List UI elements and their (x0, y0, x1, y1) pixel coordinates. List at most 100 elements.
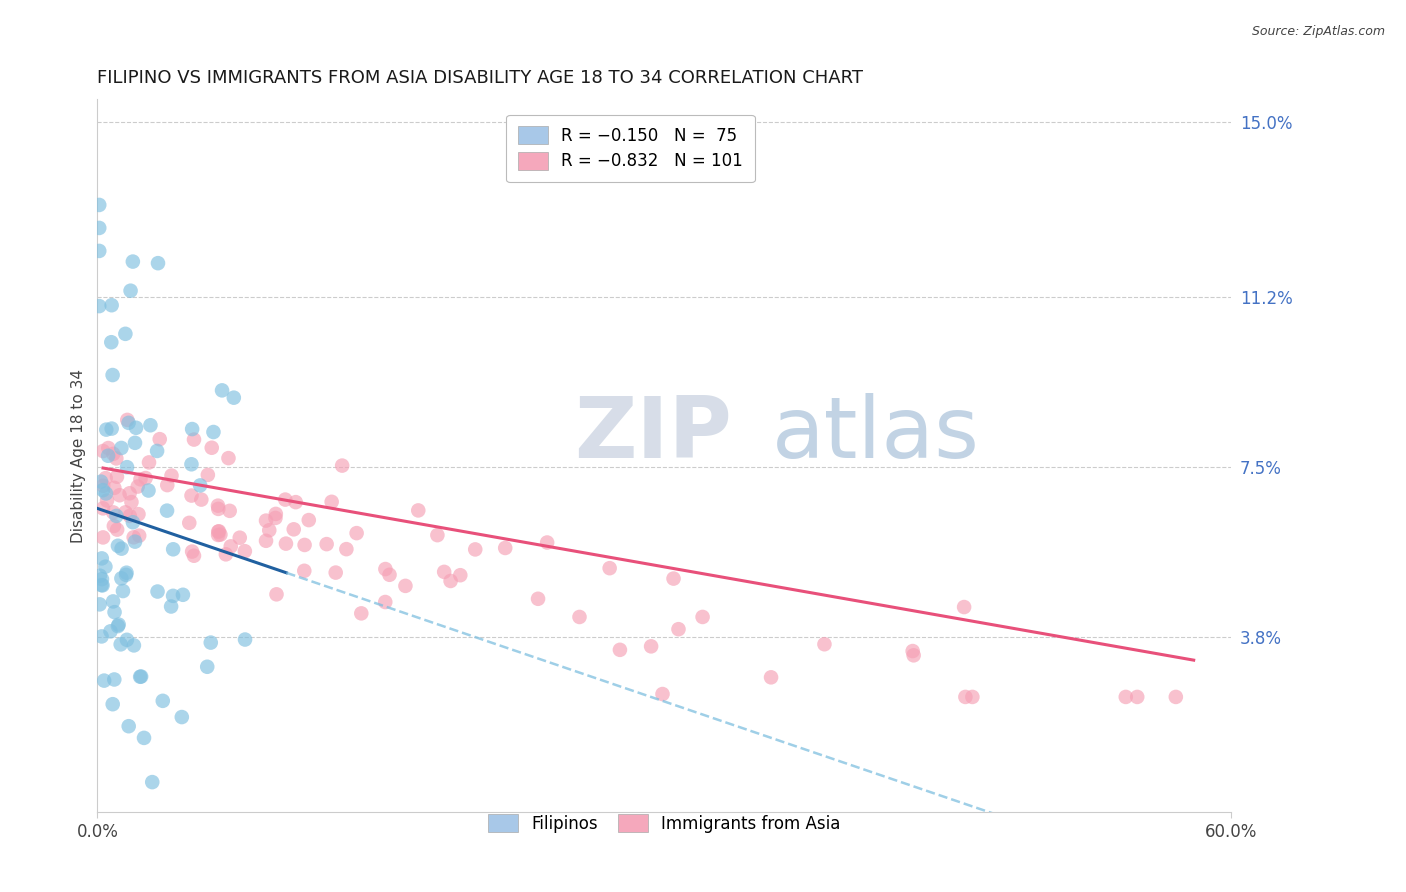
Point (264, 511, 287, 525)
Point (135, 471, 157, 485)
Point (202, 425, 225, 439)
Point (89, 198, 111, 212)
Point (229, 531, 252, 545)
Point (103, 673, 125, 687)
Point (903, 648, 925, 663)
Point (101, 594, 124, 608)
Point (160, 599, 183, 614)
Point (90, 629, 112, 643)
Point (103, 605, 125, 619)
Point (181, 544, 204, 558)
Point (536, 535, 558, 549)
Text: atlas: atlas (772, 392, 980, 475)
Point (139, 418, 162, 433)
Point (100, 298, 122, 312)
Point (315, 537, 337, 551)
Point (111, 584, 134, 599)
Point (91, 479, 114, 493)
Point (89, 244, 111, 258)
Point (433, 565, 456, 579)
Point (222, 391, 245, 405)
Point (96, 423, 118, 437)
Point (90, 578, 112, 592)
Point (180, 457, 202, 471)
Point (274, 492, 297, 507)
Point (195, 659, 218, 673)
Point (105, 523, 128, 537)
Point (266, 587, 288, 601)
Point (207, 528, 229, 542)
Point (138, 455, 160, 469)
Point (233, 632, 256, 647)
Point (103, 481, 125, 495)
Point (146, 584, 169, 599)
Point (233, 544, 256, 558)
Point (374, 562, 396, 576)
Point (138, 483, 160, 498)
Point (105, 469, 128, 483)
Point (180, 489, 202, 503)
Point (125, 421, 148, 435)
Point (188, 478, 211, 492)
Point (117, 416, 139, 430)
Point (108, 488, 131, 502)
Point (568, 610, 591, 624)
Point (211, 384, 233, 398)
Point (110, 541, 132, 556)
Point (152, 694, 174, 708)
Legend: Filipinos, Immigrants from Asia: Filipinos, Immigrants from Asia (478, 804, 851, 843)
Point (335, 542, 357, 557)
Point (91, 578, 114, 592)
Point (1115, 690, 1137, 704)
Point (94, 559, 117, 574)
Point (122, 639, 145, 653)
Point (89, 598, 111, 612)
Point (160, 468, 183, 483)
Point (105, 508, 128, 523)
Point (200, 635, 222, 649)
Point (141, 775, 163, 789)
Point (91, 501, 114, 516)
Point (129, 472, 152, 486)
Point (325, 566, 347, 580)
Y-axis label: Disability Age 18 to 34: Disability Age 18 to 34 (72, 368, 86, 542)
Point (264, 507, 287, 521)
Point (162, 589, 184, 603)
Point (527, 591, 550, 606)
Point (129, 669, 152, 683)
Point (294, 538, 316, 552)
Point (219, 540, 242, 554)
Point (100, 335, 122, 350)
Point (394, 579, 416, 593)
Point (107, 539, 129, 553)
Point (94, 471, 117, 485)
Point (89, 299, 111, 313)
Point (170, 710, 193, 724)
Point (117, 413, 139, 427)
Point (127, 507, 149, 521)
Point (640, 640, 662, 654)
Point (284, 495, 307, 509)
Point (215, 547, 238, 561)
Point (146, 444, 169, 458)
Point (122, 515, 145, 529)
Point (651, 687, 673, 701)
Point (90, 551, 112, 566)
Point (110, 571, 132, 585)
Point (103, 519, 125, 533)
Point (156, 478, 179, 492)
Point (118, 719, 141, 733)
Point (96, 493, 118, 508)
Point (259, 523, 281, 537)
Point (201, 441, 224, 455)
Point (464, 542, 486, 557)
Point (146, 256, 169, 270)
Point (115, 632, 138, 647)
Point (89, 568, 111, 582)
Point (101, 697, 124, 711)
Point (190, 492, 212, 507)
Point (97, 441, 120, 455)
Point (208, 524, 231, 539)
Point (118, 486, 141, 500)
Point (156, 503, 179, 517)
